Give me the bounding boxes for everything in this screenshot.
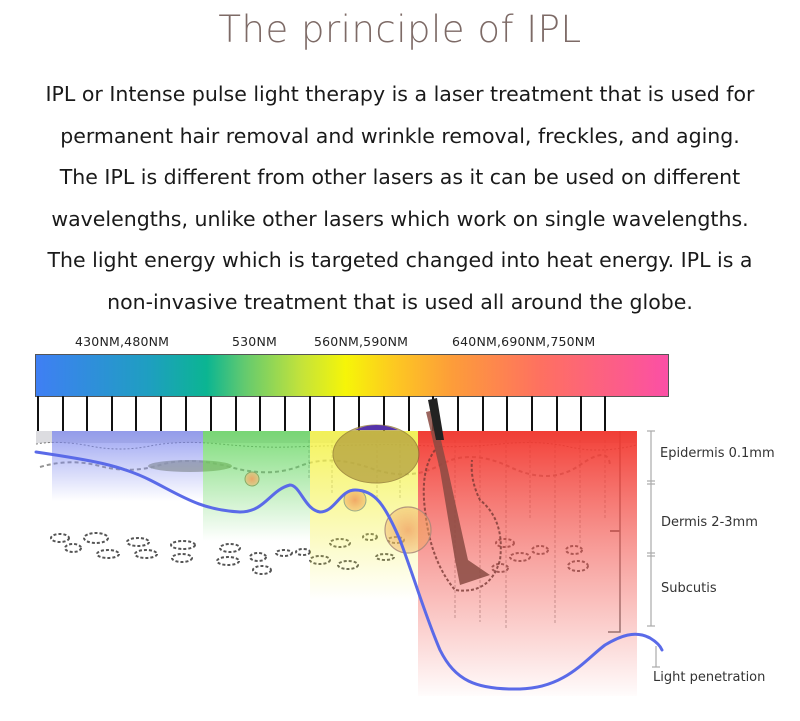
tick <box>185 396 187 431</box>
intro-line: The IPL is different from other lasers a… <box>59 165 741 189</box>
tick <box>531 396 533 431</box>
light-ray-ticks <box>37 396 607 431</box>
label-epidermis: Epidermis 0.1mm <box>660 446 775 461</box>
intro-line: wavelengths, unlike other lasers which w… <box>51 206 749 231</box>
intro-line: permanent hair removal and wrinkle remov… <box>60 123 740 148</box>
wavelength-label-red: 640NM,690NM,750NM <box>452 334 596 349</box>
spectrum-gradient-bar <box>35 354 669 397</box>
label-dermis: Dermis 2-3mm <box>661 515 758 530</box>
zone-red <box>418 431 637 696</box>
intro-paragraph: IPL or Intense pulse light therapy is a … <box>10 74 790 323</box>
tick <box>383 396 385 431</box>
tick <box>482 396 484 431</box>
tick <box>235 396 237 431</box>
intro-line: non-invasive treatment that is used all … <box>107 289 693 314</box>
light-penetration-curve <box>34 450 664 691</box>
label-light-penetration: Light penetration <box>653 670 766 685</box>
tick <box>284 396 286 431</box>
zone-blue <box>52 431 203 501</box>
tick <box>408 396 410 431</box>
tick <box>506 396 508 431</box>
tick <box>358 396 360 431</box>
hair-follicle <box>422 398 502 592</box>
melanin-cluster <box>332 424 420 484</box>
tick <box>604 396 606 431</box>
tick <box>259 396 261 431</box>
wavelength-label-yellow: 560NM,590NM <box>314 334 409 349</box>
blood-vessel-large <box>384 506 432 554</box>
tick <box>135 396 137 431</box>
tick <box>86 396 88 431</box>
tick <box>457 396 459 431</box>
tick <box>37 396 39 431</box>
tick <box>309 396 311 431</box>
tick <box>62 396 64 431</box>
depth-scale <box>647 430 660 668</box>
tick <box>111 396 113 431</box>
wavelength-label-green: 530NM <box>232 334 277 349</box>
intro-line: The light energy which is targeted chang… <box>47 248 753 272</box>
tick <box>210 396 212 431</box>
tick <box>580 396 582 431</box>
tick <box>333 396 335 431</box>
tick <box>556 396 558 431</box>
label-subcutis: Subcutis <box>661 581 717 596</box>
tick <box>160 396 162 431</box>
wavelength-label-blue: 430NM,480NM <box>75 334 170 349</box>
blood-vessel-small <box>244 471 260 487</box>
page-title: The principle of IPL <box>218 8 582 51</box>
intro-line: IPL or Intense pulse light therapy is a … <box>45 82 755 106</box>
